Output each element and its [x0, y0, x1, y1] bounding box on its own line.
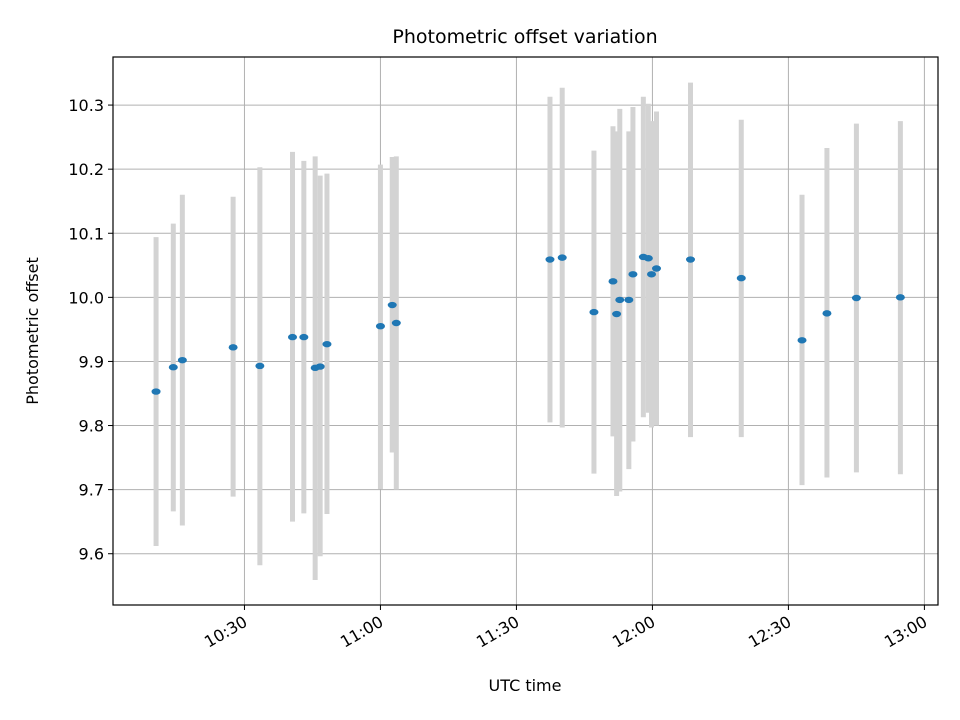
data-point — [624, 296, 634, 304]
data-point — [545, 256, 555, 263]
y-tick-label: 9.9 — [79, 352, 104, 371]
y-tick-label: 10.1 — [68, 224, 104, 243]
data-point — [255, 362, 265, 370]
data-point — [228, 344, 238, 351]
data-point — [168, 364, 178, 371]
y-tick-label: 10.3 — [68, 96, 104, 115]
y-tick-label: 10.0 — [68, 288, 104, 307]
y-tick-label: 9.7 — [79, 481, 104, 500]
x-tick-label: 12:30 — [745, 612, 794, 652]
data-point — [851, 294, 861, 302]
data-point — [652, 265, 662, 272]
x-axis-label: UTC time — [489, 676, 562, 695]
x-tick-label: 13:00 — [881, 612, 930, 652]
data-point — [391, 319, 401, 327]
data-point — [387, 301, 397, 309]
data-point — [822, 310, 832, 317]
data-point — [315, 363, 325, 370]
data-point — [686, 256, 695, 263]
plot-frame — [112, 56, 939, 606]
data-point — [797, 337, 807, 344]
data-point — [647, 271, 657, 278]
data-point — [177, 356, 187, 364]
data-point — [615, 296, 625, 304]
data-point — [557, 254, 567, 261]
data-point — [628, 271, 638, 278]
data-point — [612, 310, 622, 318]
data-point — [608, 278, 618, 285]
x-tick-label: 12:00 — [609, 612, 658, 652]
data-point — [736, 274, 746, 282]
data-point — [375, 322, 385, 330]
data-point — [643, 255, 653, 262]
data-point — [322, 340, 332, 348]
chart-title: Photometric offset variation — [392, 26, 657, 48]
x-tick-label: 11:30 — [473, 612, 522, 652]
data-points — [151, 253, 905, 395]
x-tick-label: 10:30 — [201, 612, 250, 652]
grid — [113, 57, 938, 605]
data-point — [895, 294, 905, 301]
y-tick-label: 9.6 — [79, 545, 104, 564]
x-tick-label: 11:00 — [337, 612, 386, 652]
y-tick-label: 10.2 — [68, 160, 104, 179]
data-point — [151, 388, 161, 395]
data-point — [288, 333, 298, 341]
data-point — [589, 308, 599, 316]
data-point — [299, 333, 309, 341]
y-tick-label: 9.8 — [79, 417, 104, 436]
y-axis-label: Photometric offset — [23, 257, 42, 405]
